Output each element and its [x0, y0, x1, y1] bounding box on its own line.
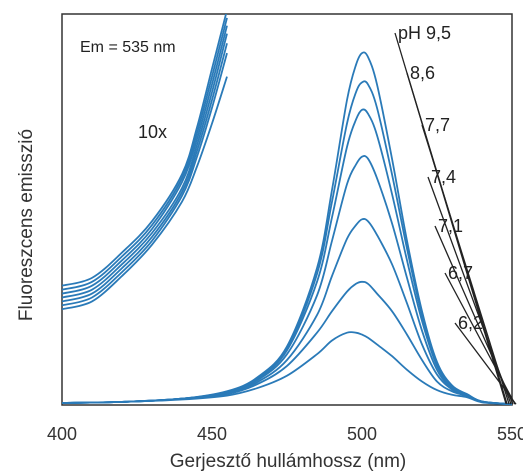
leader-line-7 — [454, 322, 517, 405]
zoom-curve-1 — [62, 14, 227, 287]
y-axis-label: Fluoreszcens emisszió — [16, 129, 37, 321]
leader-line-4 — [427, 176, 512, 405]
scale-annotation: 10x — [138, 122, 167, 142]
ph-leader-lines — [394, 32, 517, 405]
x-axis-label: Gerjesztő hullámhossz (nm) — [170, 451, 407, 472]
zoom-curve-2 — [62, 17, 228, 291]
x-tick-label-500: 500 — [347, 424, 377, 444]
series-label-5: 7,1 — [438, 216, 463, 236]
leader-line-6 — [444, 272, 516, 405]
plot-frame — [61, 13, 513, 406]
series-line-7 — [61, 331, 513, 406]
series-label-7: 6,2 — [458, 313, 483, 333]
zoom-x10-lines — [62, 14, 228, 311]
series-line-6 — [61, 280, 513, 406]
series-label-1: pH 9,5 — [398, 23, 451, 43]
leader-line-5 — [434, 225, 514, 405]
x-tick-label-550: 550 — [497, 424, 523, 444]
x-tick-labels: 400 450 500 550 — [47, 424, 523, 444]
zoom-curve-4 — [62, 33, 228, 299]
series-label-3: 7,7 — [425, 115, 450, 135]
ph-labels: pH 9,5 8,6 7,7 7,4 7,1 6,7 6,2 — [398, 23, 483, 333]
series-lines — [61, 51, 513, 406]
zoom-curve-3 — [62, 25, 228, 295]
series-label-2: 8,6 — [410, 63, 435, 83]
zoom-curve-5 — [62, 43, 228, 303]
x-tick-label-450: 450 — [197, 424, 227, 444]
series-line-5 — [61, 218, 513, 406]
x-tick-label-400: 400 — [47, 424, 77, 444]
zoom-curve-7 — [62, 76, 228, 311]
plot-area: pH 9,5 8,6 7,7 7,4 7,1 6,7 6,2 Em = 535 nm 10x — [61, 13, 517, 406]
series-label-6: 6,7 — [448, 263, 473, 283]
zoom-curve-6 — [62, 52, 228, 307]
series-label-4: 7,4 — [431, 167, 456, 187]
em-annotation: Em = 535 nm — [80, 39, 176, 56]
